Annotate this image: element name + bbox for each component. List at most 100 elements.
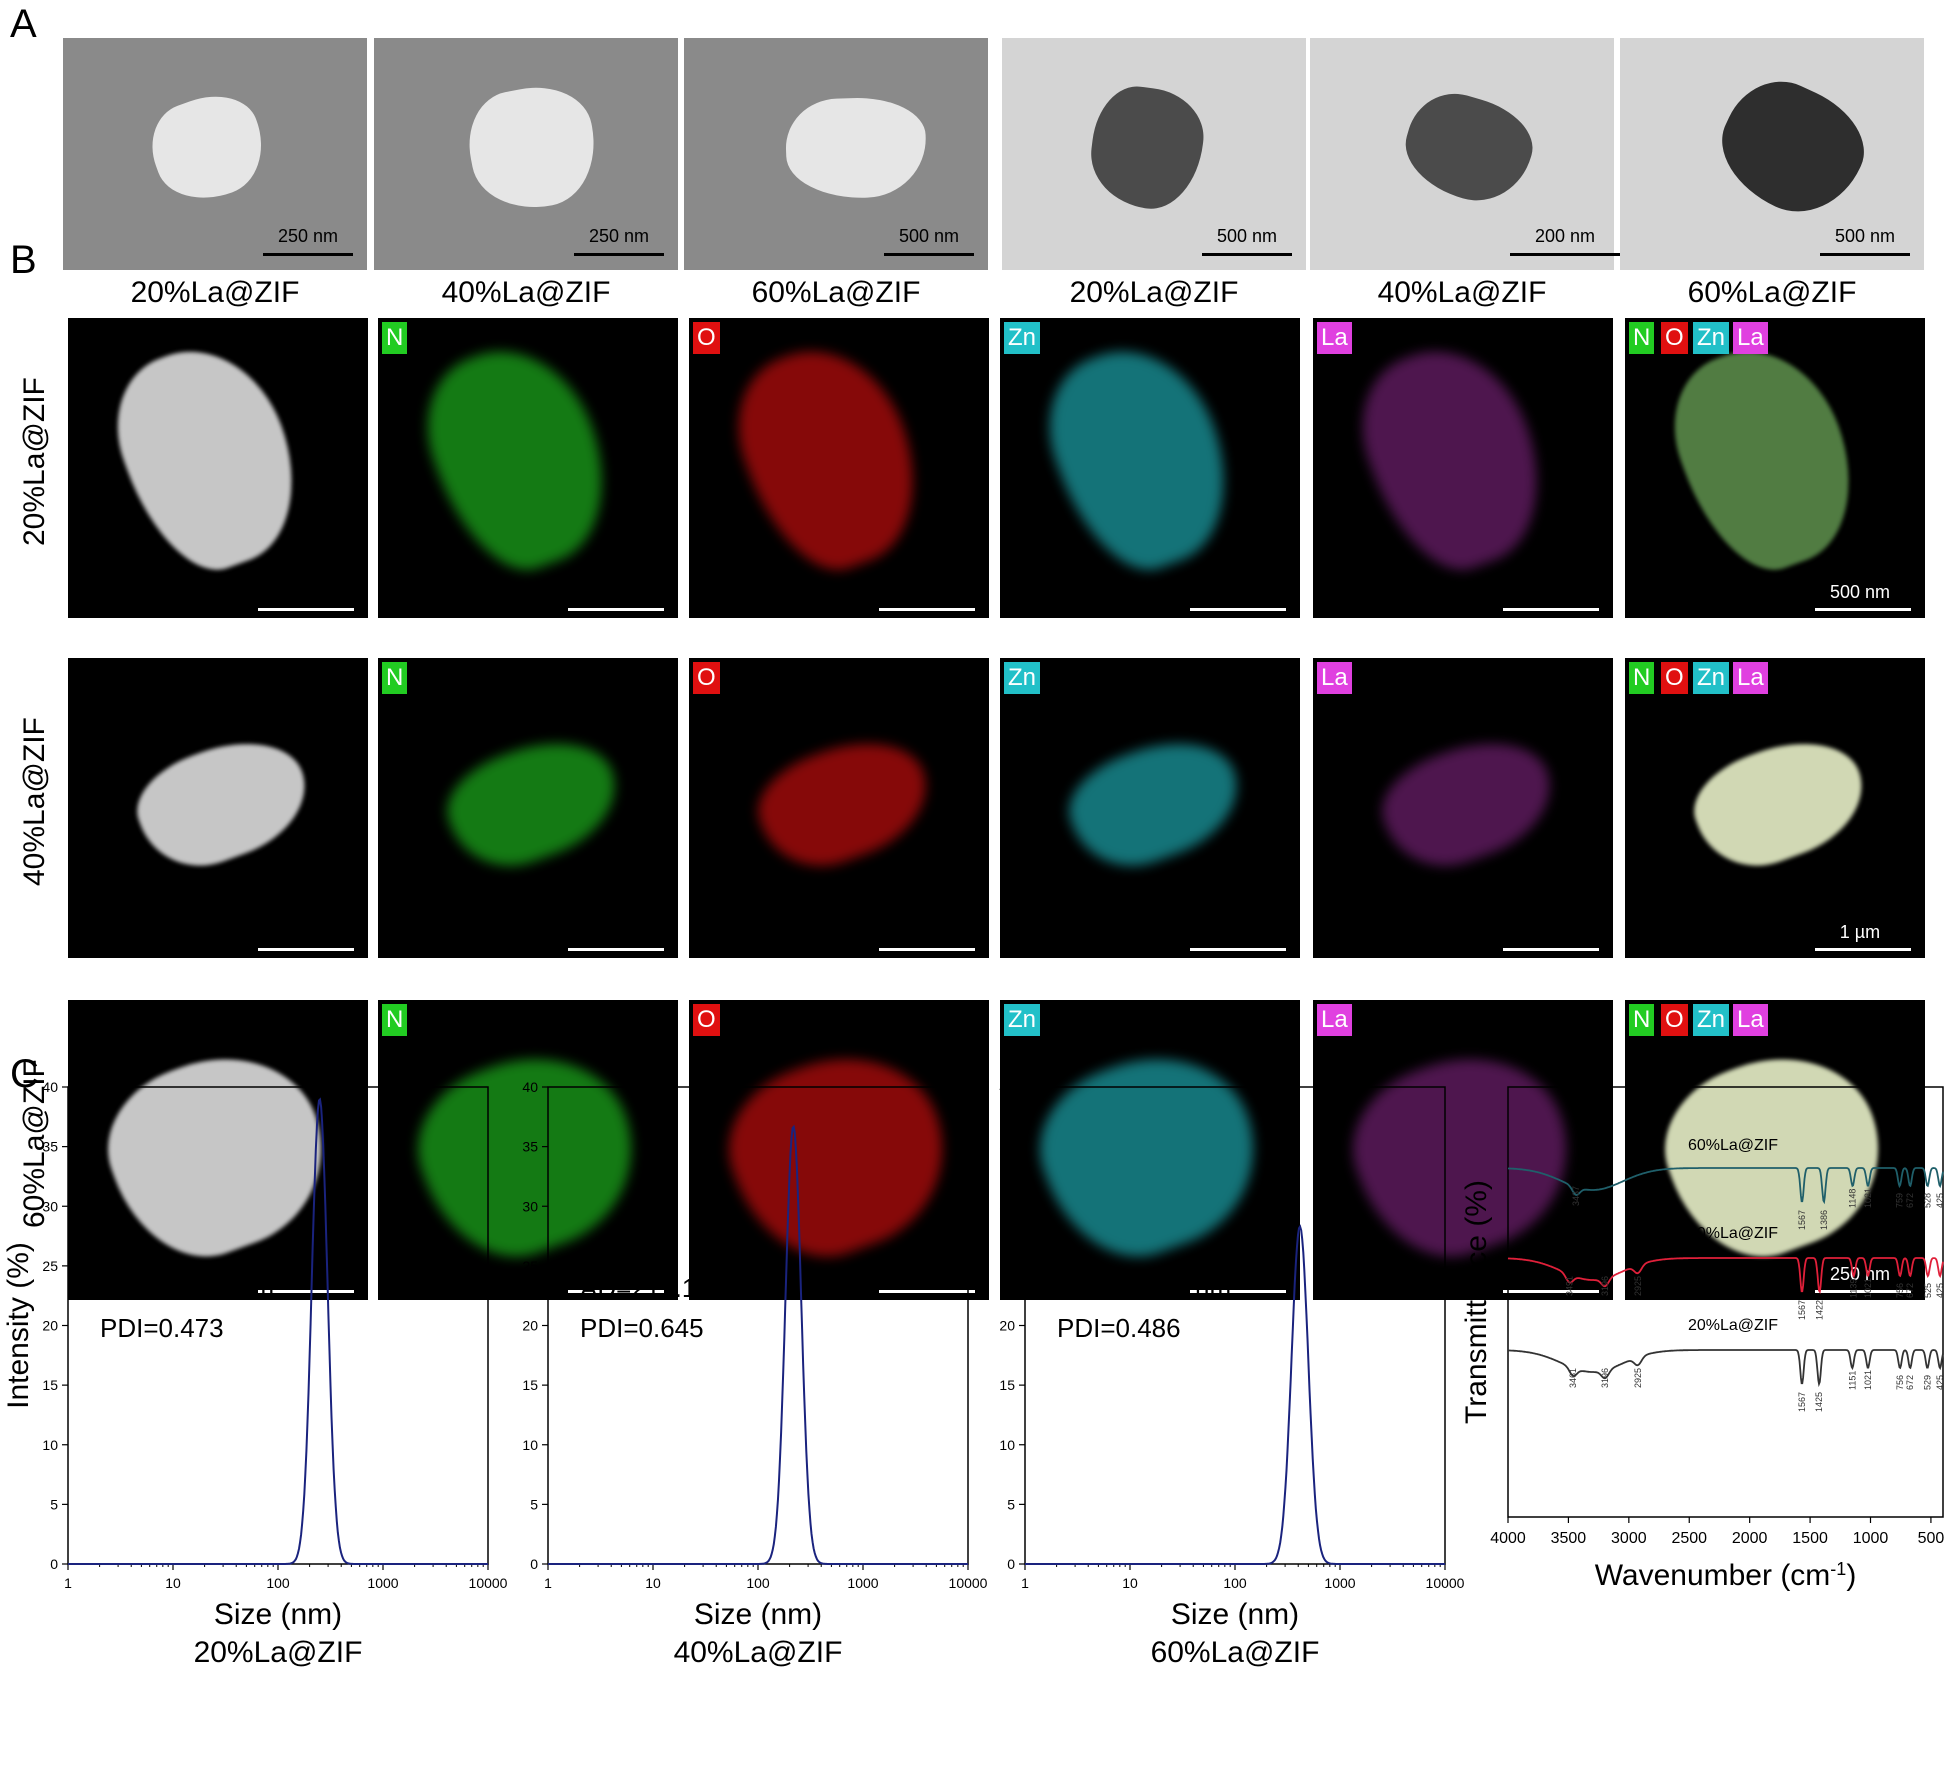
scale-bar (1190, 608, 1286, 611)
scale-bar (1815, 608, 1911, 611)
scale-bar (574, 253, 664, 256)
element-tag: O (693, 322, 720, 354)
scale-bar (263, 253, 353, 256)
element-tag: Zn (1693, 1004, 1730, 1036)
element-map-o (689, 1000, 989, 1300)
scale-bar (568, 948, 664, 951)
haadf-image (68, 1000, 368, 1300)
scale-bar-label: 500 nm (898, 226, 960, 246)
x-axis-label: Size (nm) (694, 1598, 822, 1631)
scale-bar (1503, 608, 1599, 611)
particle-signal (434, 722, 632, 884)
image-caption: 20%La@ZIF (130, 276, 300, 309)
element-tag: La (1317, 662, 1352, 694)
particle-signal (1027, 327, 1253, 589)
element-tag: Zn (1004, 1004, 1041, 1036)
scale-bar (1815, 948, 1911, 951)
haadf-image (68, 658, 368, 958)
y-tick-label: 0 (530, 1556, 538, 1572)
x-tick-label: 1 (1021, 1575, 1029, 1591)
ftir-spectrum-line (1507, 1349, 1944, 1388)
x-tick-label: 100 (1223, 1575, 1247, 1591)
particle-signal (124, 722, 322, 884)
element-tag: O (693, 662, 720, 694)
particle-signal (1331, 1029, 1595, 1281)
y-axis-label: Intensity (%) (2, 1242, 35, 1409)
x-tick-label: 1 (64, 1575, 72, 1591)
x-axis-label: Size (nm) (214, 1598, 342, 1631)
scale-bar (568, 1290, 664, 1293)
element-map-n (378, 658, 678, 958)
scale-bar (1820, 253, 1910, 256)
panel-label-c: C (10, 1052, 39, 1096)
y-tick-label: 25 (42, 1258, 58, 1274)
particle-shape (1703, 64, 1881, 232)
panel-a-image-5 (1310, 38, 1614, 270)
element-tag: N (1629, 1004, 1655, 1036)
haadf-image (68, 318, 368, 618)
x-tick-label: 10 (1122, 1575, 1138, 1591)
particle-shape (1085, 81, 1209, 215)
scale-bar (258, 608, 354, 611)
panel-label-b: B (10, 238, 37, 282)
peak-label: 425 (1935, 1193, 1945, 1208)
x-axis-label: Wavenumber (cm-1) (1595, 1559, 1857, 1592)
pdi-label: PDI=0.486 (1057, 1313, 1181, 1343)
x-tick-label: 3000 (1611, 1530, 1647, 1547)
y-tick-label: 5 (50, 1496, 58, 1512)
y-tick-label: 15 (999, 1377, 1015, 1393)
x-tick-label: 10000 (949, 1575, 988, 1591)
y-tick-label: 10 (42, 1437, 58, 1453)
scale-bar (879, 948, 975, 951)
y-tick-label: 10 (522, 1437, 538, 1453)
element-map-n (378, 318, 678, 618)
element-tag: Zn (1693, 662, 1730, 694)
x-tick-label: 10000 (469, 1575, 508, 1591)
x-tick-label: 1000 (367, 1575, 398, 1591)
element-tag: O (693, 1004, 720, 1036)
particle-signal (1652, 327, 1878, 589)
element-tag: La (1733, 1004, 1768, 1036)
x-tick-label: 100 (266, 1575, 290, 1591)
x-tick-label: 4000 (1490, 1530, 1526, 1547)
panel-a-image-6 (1620, 38, 1924, 270)
element-map-n (378, 1000, 678, 1300)
element-tag: N (382, 322, 408, 354)
x-axis-label: Size (nm) (1171, 1598, 1299, 1631)
x-tick-label: 1000 (1853, 1530, 1889, 1547)
peak-label: 425 (1935, 1375, 1945, 1390)
x-tick-label: 1000 (1324, 1575, 1355, 1591)
image-caption: 60%La@ZIF (1687, 276, 1857, 309)
x-tick-label: 1000 (847, 1575, 878, 1591)
element-map-la (1313, 658, 1613, 958)
image-caption: 60%La@ZIF (751, 276, 921, 309)
pdi-label: PDI=0.473 (100, 1313, 224, 1343)
y-tick-label: 20 (999, 1318, 1015, 1334)
merged-map (1625, 1000, 1925, 1300)
scale-bar (879, 608, 975, 611)
particle-shape (139, 82, 277, 214)
scale-bar-label: 500 nm (1834, 226, 1896, 246)
peak-label: 1567 (1797, 1392, 1807, 1412)
chart-subtitle: 40%La@ZIF (674, 1636, 843, 1669)
y-tick-label: 0 (50, 1556, 58, 1572)
particle-signal (745, 722, 943, 884)
element-tag: La (1317, 1004, 1352, 1036)
scale-bar (1202, 253, 1292, 256)
particle-shape (784, 95, 928, 201)
peak-label: 756 (1895, 1375, 1905, 1390)
image-caption: 40%La@ZIF (441, 276, 611, 309)
peak-label: 1151 (1847, 1371, 1857, 1390)
eds-row-label: 40%La@ZIF (18, 717, 51, 886)
scale-bar-label: 500 nm (1829, 582, 1891, 602)
chart-subtitle: 60%La@ZIF (1151, 1636, 1320, 1669)
element-map-zn (1000, 658, 1300, 958)
peak-label: 425 (1935, 1283, 1945, 1298)
scale-bar (1190, 948, 1286, 951)
y-tick-label: 15 (522, 1377, 538, 1393)
particle-signal (1681, 722, 1879, 884)
panel-a-image-2 (374, 38, 678, 270)
element-tag: La (1317, 322, 1352, 354)
element-map-o (689, 658, 989, 958)
x-tick-label: 500 (1918, 1530, 1945, 1547)
